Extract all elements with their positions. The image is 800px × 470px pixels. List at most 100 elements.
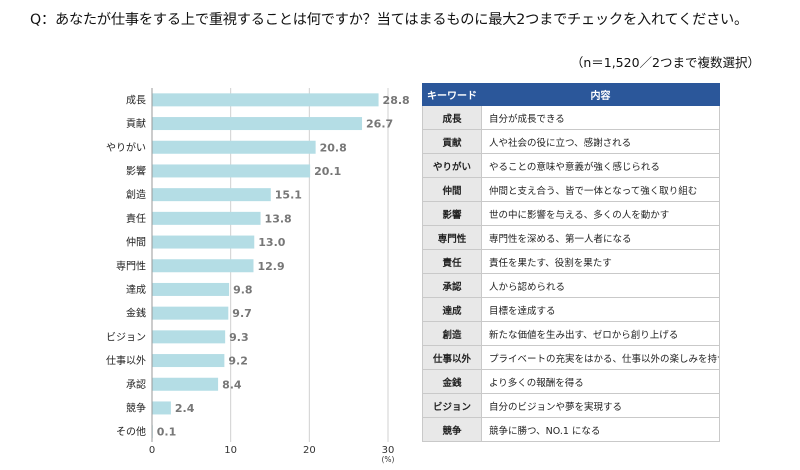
- x-tick-label: 10: [224, 445, 237, 456]
- category-label: 創造: [126, 188, 146, 201]
- keyword-cell: ビジョン: [422, 393, 482, 418]
- keyword-cell: 仕事以外: [422, 345, 482, 370]
- bar: [152, 354, 225, 368]
- value-label: 20.1: [314, 165, 341, 178]
- description-cell: やることの意味や意義が強く感じられる: [481, 153, 720, 178]
- table-row: 仲間 仲間と支え合う、皆で一体となって強く取り組む: [422, 177, 720, 202]
- keyword-cell: 影響: [422, 201, 482, 226]
- table-row: 成長 自分が成長できる: [422, 105, 720, 130]
- value-label: 9.2: [228, 355, 248, 368]
- bar: [152, 140, 316, 154]
- bar: [152, 211, 261, 225]
- keyword-cell: 貢献: [422, 129, 482, 154]
- value-label: 13.0: [258, 236, 285, 249]
- keyword-cell: やりがい: [422, 153, 482, 178]
- keyword-cell: 承認: [422, 273, 482, 298]
- keyword-cell: 成長: [422, 105, 482, 130]
- category-label: 承認: [126, 378, 146, 391]
- keyword-table: キーワード 内容 成長 自分が成長できる 貢献 人や社会の役に立つ、感謝される やりがい…: [422, 83, 720, 442]
- table-row: 競争 競争に勝つ、NO.1 になる: [422, 417, 720, 442]
- category-label: 責任: [126, 212, 146, 225]
- bar: [152, 235, 255, 249]
- bar: [152, 93, 379, 107]
- value-label: 26.7: [366, 118, 393, 131]
- category-label: やりがい: [106, 141, 146, 154]
- category-label: その他: [116, 425, 146, 438]
- keyword-cell: 創造: [422, 321, 482, 346]
- category-label: 貢献: [126, 117, 146, 130]
- value-label: 8.4: [222, 378, 242, 391]
- table-header-row: キーワード 内容: [422, 83, 720, 106]
- description-cell: 目標を達成する: [481, 297, 720, 322]
- category-label: 仕事以外: [106, 354, 146, 367]
- description-cell: 仲間と支え合う、皆で一体となって強く取り組む: [481, 177, 720, 202]
- keyword-cell: 仲間: [422, 177, 482, 202]
- category-label: 仲間: [126, 236, 146, 249]
- keyword-cell: 金銭: [422, 369, 482, 394]
- value-label: 20.8: [320, 141, 347, 154]
- bar: [152, 282, 230, 296]
- description-cell: 責任を果たす、役割を果たす: [481, 249, 720, 274]
- table-row: 金銭 より多くの報酬を得る: [422, 369, 720, 394]
- table-row: 専門性 専門性を深める、第一人者になる: [422, 225, 720, 250]
- bar: [152, 164, 311, 178]
- description-cell: 専門性を深める、第一人者になる: [481, 225, 720, 250]
- bar: [152, 259, 254, 273]
- value-label: 28.8: [383, 94, 410, 107]
- value-label: 9.7: [232, 307, 252, 320]
- description-cell: 自分が成長できる: [481, 105, 720, 130]
- description-cell: プライベートの充実をはかる、仕事以外の楽しみを持つ: [481, 345, 720, 370]
- table-row: 創造 新たな価値を生み出す、ゼロから創り上げる: [422, 321, 720, 346]
- value-label: 15.1: [275, 189, 302, 202]
- keyword-cell: 専門性: [422, 225, 482, 250]
- description-cell: 自分のビジョンや夢を実現する: [481, 393, 720, 418]
- description-cell: より多くの報酬を得る: [481, 369, 720, 394]
- value-label: 9.3: [229, 331, 249, 344]
- x-axis-unit: (%): [382, 455, 395, 464]
- category-label: 競争: [126, 401, 146, 414]
- value-label: 12.9: [257, 260, 284, 273]
- table-row: やりがい やることの意味や意義が強く感じられる: [422, 153, 720, 178]
- question-text: Q：あなたが仕事をする上で重視することは何ですか？当てはまるものに最大2つまでチ…: [30, 12, 749, 28]
- keyword-cell: 責任: [422, 249, 482, 274]
- description-cell: 世の中に影響を与える、多くの人を動かす: [481, 201, 720, 226]
- description-cell: 人から認められる: [481, 273, 720, 298]
- table-row: 貢献 人や社会の役に立つ、感謝される: [422, 129, 720, 154]
- header-content: 内容: [481, 83, 720, 106]
- bar: [152, 401, 171, 415]
- value-label: 2.4: [175, 402, 195, 415]
- keyword-cell: 競争: [422, 417, 482, 442]
- category-label: ビジョン: [106, 331, 146, 343]
- bar: [152, 377, 219, 391]
- header-keyword: キーワード: [422, 83, 482, 106]
- table-row: 影響 世の中に影響を与える、多くの人を動かす: [422, 201, 720, 226]
- sample-note: （n＝1,520／2つまで複数選択）: [570, 55, 760, 70]
- category-label: 金銭: [126, 307, 146, 320]
- x-tick-label: 0: [149, 445, 155, 456]
- category-label: 達成: [126, 284, 146, 296]
- bars: [152, 93, 379, 439]
- table-row: 仕事以外 プライベートの充実をはかる、仕事以外の楽しみを持つ: [422, 345, 720, 370]
- labels: 0 10 20 30 成長 28.8 貢献 26.7 やりがい 20.8 影響 20.1 創造 15.1 責…: [106, 94, 410, 456]
- description-cell: 新たな価値を生み出す、ゼロから創り上げる: [481, 321, 720, 346]
- bar: [152, 117, 363, 131]
- table-row: 達成 目標を達成する: [422, 297, 720, 322]
- table-row: ビジョン 自分のビジョンや夢を実現する: [422, 393, 720, 418]
- category-label: 影響: [126, 164, 146, 177]
- keyword-cell: 達成: [422, 297, 482, 322]
- bar-chart: 0 10 20 30 成長 28.8 貢献 26.7 やりがい 20.8 影響 20.1 創造 15.1 責…: [106, 88, 410, 464]
- bar: [152, 306, 229, 320]
- bar: [152, 188, 271, 202]
- description-cell: 人や社会の役に立つ、感謝される: [481, 129, 720, 154]
- bar: [152, 330, 226, 344]
- table-row: 責任 責任を果たす、役割を果たす: [422, 249, 720, 274]
- value-label: 0.1: [157, 426, 177, 439]
- value-label: 9.8: [233, 283, 253, 296]
- x-tick-label: 30: [382, 445, 395, 456]
- category-label: 専門性: [116, 259, 146, 272]
- x-tick-label: 20: [303, 445, 316, 456]
- table-row: 承認 人から認められる: [422, 273, 720, 298]
- category-label: 成長: [126, 94, 146, 106]
- description-cell: 競争に勝つ、NO.1 になる: [481, 417, 720, 442]
- value-label: 13.8: [265, 212, 292, 225]
